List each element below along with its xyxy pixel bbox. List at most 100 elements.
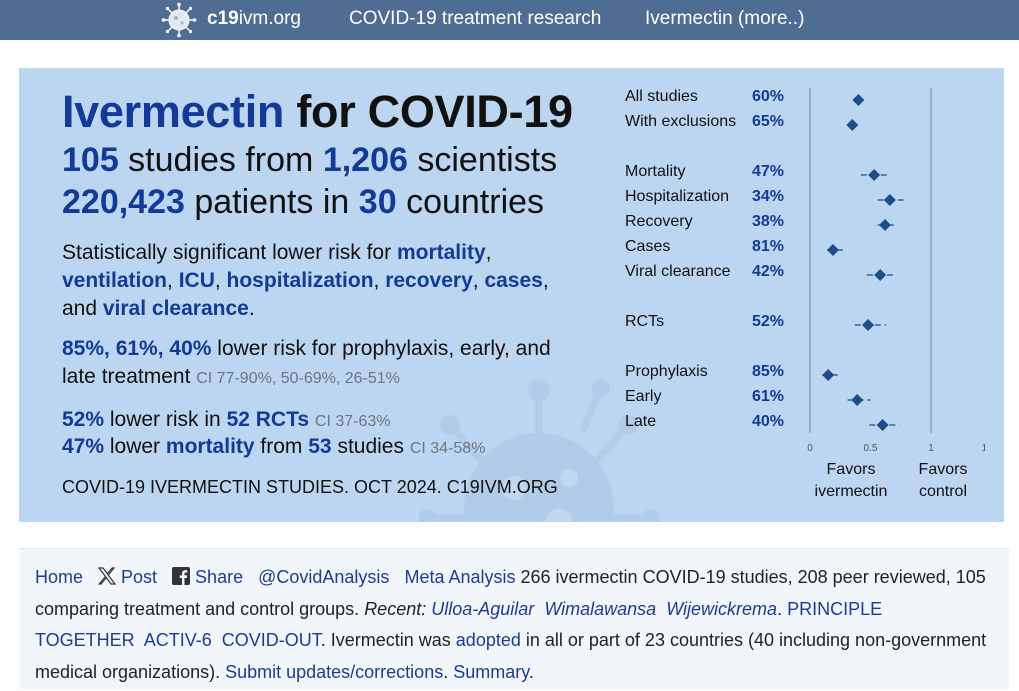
forest-row-label: With exclusions bbox=[625, 113, 737, 130]
forest-plot-svg: 0 0.5 1 1.5+ Favors ivermectin Favors control bbox=[807, 88, 985, 500]
favors-ivermectin-label: ivermectin bbox=[815, 483, 888, 500]
forest-point-diamond bbox=[883, 194, 896, 206]
recent-label: Recent: bbox=[364, 598, 427, 619]
forest-point-diamond bbox=[874, 269, 887, 281]
rct-mid: lower risk in bbox=[104, 408, 227, 431]
site-home-link[interactable]: c19ivm.org bbox=[207, 8, 301, 30]
submit-corrections-link[interactable]: Submit updates/corrections bbox=[225, 661, 444, 682]
sig-and: and bbox=[62, 297, 103, 320]
forest-row-value: 65% bbox=[752, 113, 785, 130]
forest-row-value: 52% bbox=[752, 313, 785, 330]
mortality-mid3: studies bbox=[331, 435, 410, 458]
countries-count: 30 bbox=[358, 183, 397, 221]
trial-link[interactable]: PRINCIPLE bbox=[787, 598, 883, 619]
favors-ivermectin-label: Favors bbox=[827, 461, 876, 478]
mortality-mid1: lower bbox=[104, 435, 166, 458]
banner-title: Ivermectin for COVID-19 bbox=[62, 86, 573, 138]
timing-text: lower risk for prophylaxis, early, and l… bbox=[62, 337, 551, 388]
info-paragraph: Home Post Share @CovidAnalysis Meta Analys… bbox=[35, 566, 987, 682]
axis-tick-label: 0 bbox=[807, 443, 813, 454]
virus-logo-icon[interactable] bbox=[161, 2, 197, 38]
adopt-post: in all or part of 23 countries (40 inclu… bbox=[35, 630, 987, 682]
forest-row-label: Viral clearance bbox=[625, 263, 731, 280]
forest-row-label: All studies bbox=[625, 88, 698, 105]
nav-research-link[interactable]: COVID-19 treatment research bbox=[349, 8, 602, 29]
forest-row-label: Hospitalization bbox=[625, 188, 730, 205]
significance-paragraph: Statistically significant lower risk for… bbox=[62, 241, 549, 320]
facebook-icon[interactable] bbox=[171, 566, 191, 586]
mortality-word: mortality bbox=[165, 435, 255, 458]
home-link[interactable]: Home bbox=[35, 567, 84, 587]
trial-link[interactable]: ACTIV-6 bbox=[143, 630, 212, 650]
forest-row-value: 85% bbox=[752, 363, 785, 380]
forest-point-diamond bbox=[862, 319, 875, 331]
forest-point-diamond bbox=[876, 419, 889, 431]
forest-row-label: Prophylaxis bbox=[625, 363, 708, 380]
trial-link[interactable]: COVID-OUT bbox=[221, 630, 321, 650]
favors-control-label: control bbox=[919, 483, 967, 500]
post-link[interactable]: Post bbox=[121, 567, 158, 587]
forest-row-value: 81% bbox=[752, 238, 785, 255]
forest-row-label: Early bbox=[625, 388, 662, 405]
studies-line: 105 studies from 1,206 scientists bbox=[62, 141, 557, 180]
title-rest: for COVID-19 bbox=[284, 86, 573, 137]
sig-intro: Statistically significant lower risk for bbox=[62, 241, 397, 264]
patients-mid: patients in bbox=[184, 183, 359, 221]
axis-tick-label: 1 bbox=[928, 443, 934, 454]
favors-control-label: Favors bbox=[919, 461, 968, 478]
nav-ivermectin-more-link[interactable]: Ivermectin (more..) bbox=[645, 8, 805, 29]
sig-item: hospitalization bbox=[226, 269, 374, 292]
mortality-study-count: 53 bbox=[308, 435, 332, 458]
sig-item: cases bbox=[484, 269, 543, 292]
forest-row-label: Cases bbox=[625, 238, 671, 255]
timing-ci: CI 77-90%, 50-69%, 26-51% bbox=[196, 370, 400, 387]
rct-count: 52 RCTs bbox=[226, 408, 310, 431]
adopt-pre: . Ivermectin was bbox=[320, 630, 456, 650]
summary-link[interactable]: Summary bbox=[453, 661, 529, 682]
forest-row-value: 40% bbox=[752, 413, 785, 430]
sig-item: ICU bbox=[178, 269, 215, 292]
studies-mid: studies from bbox=[118, 141, 323, 179]
forest-row-value: 61% bbox=[752, 388, 785, 405]
virus-illustration-icon bbox=[419, 379, 659, 522]
forest-point-diamond bbox=[851, 394, 864, 406]
recent-study-link[interactable]: Ulloa-Aguilar bbox=[431, 598, 535, 619]
title-drug: Ivermectin bbox=[62, 86, 285, 137]
twitter-handle-link[interactable]: @CovidAnalysis bbox=[258, 567, 390, 587]
mortality-line: 47% lower mortality from 53 studies CI 3… bbox=[62, 433, 582, 463]
forest-row-label: Mortality bbox=[625, 163, 686, 180]
rct-percent: 52% bbox=[62, 408, 105, 431]
forest-point-diamond bbox=[846, 119, 859, 131]
share-link[interactable]: Share bbox=[195, 567, 244, 587]
adopted-link[interactable]: adopted bbox=[455, 630, 521, 650]
sig-item: recovery bbox=[385, 269, 473, 292]
site-name-bold: c19 bbox=[207, 8, 239, 29]
axis-tick-label: 1.5+ bbox=[982, 443, 985, 454]
timing-percentages: 85%, 61%, 40% bbox=[62, 337, 212, 360]
forest-plot: 0 0.5 1 1.5+ Favors ivermectin Favors control A… bbox=[625, 88, 985, 508]
x-logo-icon[interactable] bbox=[97, 566, 117, 586]
scientists-word: scientists bbox=[407, 141, 558, 179]
timing-paragraph: 85%, 61%, 40% lower risk for prophylaxis… bbox=[62, 335, 582, 393]
mortality-ci: CI 34-58% bbox=[409, 440, 486, 457]
trial-link[interactable]: TOGETHER bbox=[35, 630, 135, 650]
meta-analysis-link[interactable]: Meta Analysis bbox=[404, 567, 516, 587]
forest-point-diamond bbox=[868, 169, 881, 181]
recent-study-link[interactable]: Wijewickrema bbox=[666, 598, 778, 619]
summary-banner: Ivermectin for COVID-19 105 studies from… bbox=[19, 68, 1004, 522]
scientists-count: 1,206 bbox=[322, 141, 408, 179]
mortality-mid2: from bbox=[254, 435, 309, 458]
top-nav-bar: c19ivm.org COVID-19 treatment research I… bbox=[0, 0, 1019, 40]
forest-row-label: RCTs bbox=[625, 313, 665, 330]
sig-item: ventilation bbox=[62, 269, 168, 292]
studies-count: 105 bbox=[62, 141, 119, 179]
countries-word: countries bbox=[396, 183, 545, 221]
summary-text: 266 ivermectin COVID-19 studies, 208 pee… bbox=[35, 567, 986, 619]
site-name-rest: ivm.org bbox=[238, 8, 301, 29]
forest-point-diamond bbox=[826, 244, 839, 256]
forest-point-diamond bbox=[852, 94, 865, 106]
sig-item: mortality bbox=[396, 241, 486, 264]
forest-point-diamond bbox=[879, 219, 892, 231]
forest-row-value: 60% bbox=[752, 88, 785, 105]
recent-study-link[interactable]: Wimalawansa bbox=[544, 598, 657, 619]
